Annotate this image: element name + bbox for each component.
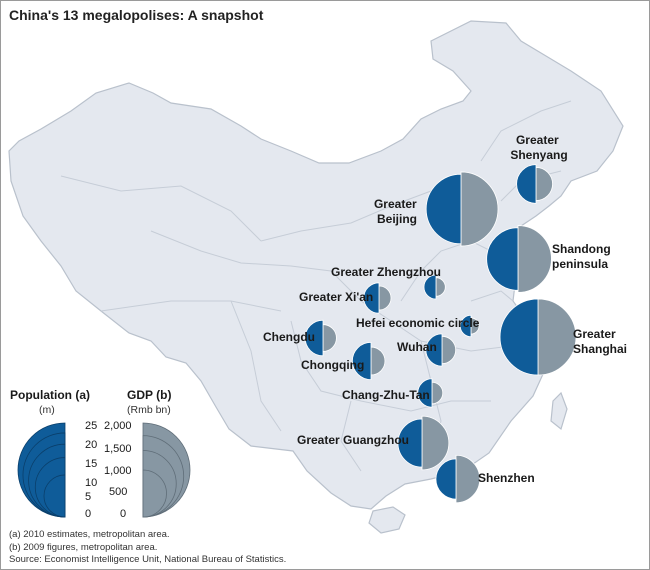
marker-greater-shanghai xyxy=(499,298,577,376)
population-half-chang-zhu-tan xyxy=(417,378,433,408)
megalopolis-markers xyxy=(304,164,577,504)
gdp-half-hefei-economic-circle xyxy=(470,317,480,335)
legend-population-circles xyxy=(17,422,66,518)
population-half-chengdu xyxy=(304,319,324,357)
gdp-half-greater-beijing xyxy=(460,171,499,247)
label-hefei-economic-circle: Hefei economic circle xyxy=(356,316,480,330)
label-shandong-peninsula: Shandong peninsula xyxy=(552,242,614,271)
gdp-tick-1500: 1,500 xyxy=(104,443,132,455)
city-labels: Greater Shenyang Greater Beijing Shandon… xyxy=(263,133,627,485)
marker-greater-xian xyxy=(363,282,392,314)
gdp-half-shandong-peninsula xyxy=(517,225,552,293)
gdp-half-greater-shenyang xyxy=(535,167,553,201)
label-chengdu: Chengdu xyxy=(263,330,315,344)
label-greater-shenyang: Greater Shenyang xyxy=(510,133,567,162)
china-landmass xyxy=(8,20,624,510)
marker-wuhan xyxy=(425,333,457,367)
pop-tick-5: 5 xyxy=(85,491,91,503)
gdp-half-wuhan xyxy=(441,335,457,365)
legend-population-ticks: 25 20 15 10 5 0 xyxy=(85,420,97,520)
population-half-chongqing xyxy=(352,341,372,381)
gdp-tick-2000: 2,000 xyxy=(104,420,132,432)
legend-population-circle-5 xyxy=(43,474,66,518)
pop-tick-15: 15 xyxy=(85,458,97,470)
legend-gdp-ticks: 2,000 1,500 1,000 500 0 xyxy=(104,420,132,520)
pop-tick-0: 0 xyxy=(85,508,91,520)
label-greater-guangzhou: Greater Guangzhou xyxy=(297,433,409,447)
pop-tick-10: 10 xyxy=(85,477,97,489)
legend-gdp-unit: (Rmb bn) xyxy=(127,404,171,416)
population-half-shenzhen xyxy=(435,458,457,500)
gdp-half-greater-shanghai xyxy=(537,298,577,376)
population-half-wuhan xyxy=(425,333,443,367)
map-title: China's 13 megalopolises: A snapshot xyxy=(9,7,264,23)
population-half-greater-beijing xyxy=(425,173,462,245)
marker-hefei-economic-circle xyxy=(459,314,480,338)
legend-gdp-title: GDP (b) xyxy=(127,388,171,402)
label-chang-zhu-tan: Chang-Zhu-Tan xyxy=(342,388,430,402)
population-half-greater-shanghai xyxy=(499,298,539,376)
label-chongqing: Chongqing xyxy=(301,358,364,372)
gdp-half-shenzhen xyxy=(455,454,481,504)
gdp-tick-500: 500 xyxy=(109,486,127,498)
footnote-gdp: (b) 2009 figures, metropolitan area. xyxy=(9,541,158,553)
gdp-half-chengdu xyxy=(322,324,337,352)
population-half-greater-guangzhou xyxy=(397,418,423,468)
gdp-tick-1000: 1,000 xyxy=(104,465,132,477)
marker-shenzhen xyxy=(435,454,481,504)
marker-greater-zhengzhou xyxy=(423,274,446,300)
hainan-island xyxy=(368,506,406,534)
legend-population-title: Population (a) xyxy=(10,388,90,402)
legend-gdp-circle-500 xyxy=(142,469,167,518)
label-wuhan: Wuhan xyxy=(397,340,437,354)
province-borders xyxy=(60,100,572,472)
gdp-half-chang-zhu-tan xyxy=(431,381,444,405)
marker-greater-shenyang xyxy=(516,164,553,204)
label-shenzhen: Shenzhen xyxy=(478,471,535,485)
population-half-greater-shenyang xyxy=(516,164,537,204)
pop-tick-20: 20 xyxy=(85,439,97,451)
marker-greater-beijing xyxy=(425,171,499,247)
gdp-half-greater-zhengzhou xyxy=(435,277,446,297)
label-greater-zhengzhou: Greater Zhengzhou xyxy=(331,265,441,279)
footnote-population: (a) 2010 estimates, metropolitan area. xyxy=(9,529,170,540)
gdp-half-greater-guangzhou xyxy=(421,415,450,471)
population-half-greater-xian xyxy=(363,282,380,314)
marker-chengdu xyxy=(304,319,337,357)
footnote-source: Source: Economist Intelligence Unit, Nat… xyxy=(9,554,287,565)
marker-shandong-peninsula xyxy=(486,225,552,293)
gdp-half-chongqing xyxy=(370,346,386,376)
marker-chongqing xyxy=(352,341,386,381)
pop-tick-25: 25 xyxy=(85,420,97,432)
population-half-greater-zhengzhou xyxy=(423,274,437,300)
taiwan-island xyxy=(550,391,568,431)
label-greater-xian: Greater Xi'an xyxy=(299,290,373,304)
label-greater-beijing: Greater Beijing xyxy=(374,197,420,226)
label-greater-shanghai: Greater Shanghai xyxy=(573,327,627,356)
marker-chang-zhu-tan xyxy=(417,378,444,408)
gdp-half-greater-xian xyxy=(378,285,392,311)
legend-population-unit: (m) xyxy=(39,404,55,416)
footnotes: (a) 2010 estimates, metropolitan area. (… xyxy=(9,529,286,567)
marker-greater-guangzhou xyxy=(397,415,450,471)
population-half-hefei-economic-circle xyxy=(459,314,472,338)
population-half-shandong-peninsula xyxy=(486,227,519,291)
legend: Population (a) (m) GDP (b) (Rmb bn) 25 2… xyxy=(10,388,191,520)
legend-gdp-circles xyxy=(142,422,191,518)
gdp-tick-0: 0 xyxy=(120,508,126,520)
